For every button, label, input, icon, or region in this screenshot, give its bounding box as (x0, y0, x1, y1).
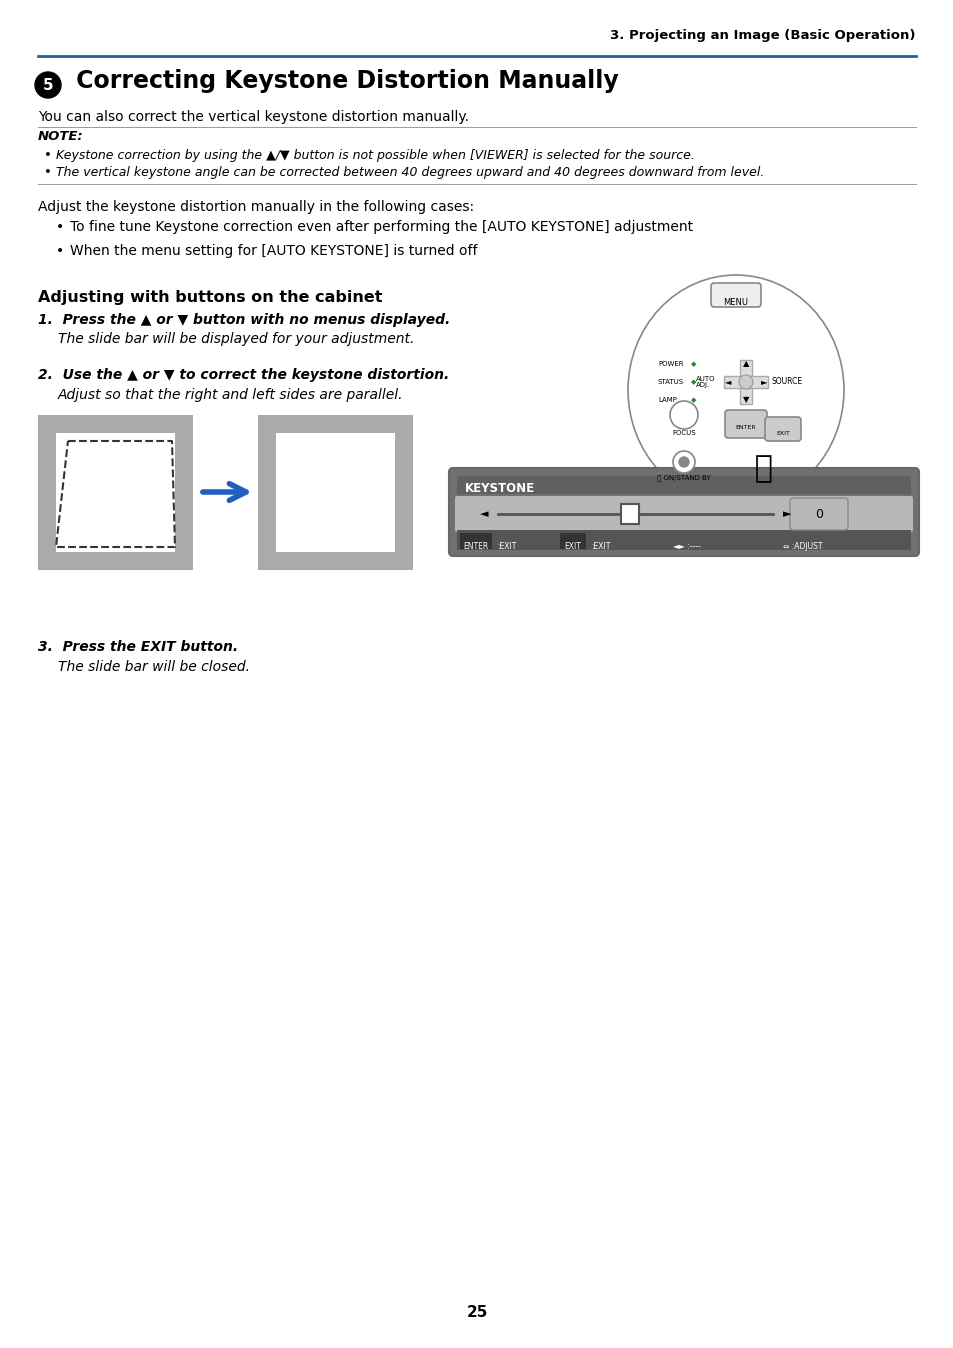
Text: When the menu setting for [AUTO KEYSTONE] is turned off: When the menu setting for [AUTO KEYSTONE… (70, 244, 477, 257)
Text: MENU: MENU (722, 298, 748, 307)
Bar (740, 360, 751, 404)
Circle shape (739, 375, 752, 390)
Bar (456, 476, 910, 493)
Text: ⇔ :ADJUST: ⇔ :ADJUST (782, 542, 821, 551)
Text: KEYSTONE: KEYSTONE (464, 483, 535, 495)
Text: ◄: ◄ (724, 377, 731, 387)
Circle shape (679, 457, 688, 466)
Text: 5: 5 (43, 77, 53, 93)
Text: :EXIT: :EXIT (590, 542, 610, 551)
Text: POWER: POWER (658, 361, 682, 367)
Text: The slide bar will be displayed for your adjustment.: The slide bar will be displayed for your… (58, 332, 414, 346)
Text: ►: ► (782, 510, 791, 519)
Text: 25: 25 (466, 1305, 487, 1320)
Text: ▼: ▼ (742, 395, 748, 404)
Text: FOCUS: FOCUS (672, 430, 695, 435)
Text: •: • (44, 150, 51, 162)
Text: ⏻ ON/STAND BY: ⏻ ON/STAND BY (657, 474, 710, 481)
Text: 👆: 👆 (751, 453, 769, 483)
Text: ◆: ◆ (690, 398, 696, 403)
Text: ◄► :----: ◄► :---- (672, 542, 700, 551)
Ellipse shape (672, 452, 695, 473)
FancyBboxPatch shape (724, 410, 766, 438)
Bar (620, 504, 639, 524)
Bar (456, 530, 910, 550)
Text: 0: 0 (814, 507, 822, 520)
Text: Adjusting with buttons on the cabinet: Adjusting with buttons on the cabinet (38, 290, 382, 305)
Bar (275, 433, 395, 551)
Text: Keystone correction by using the ▲/▼ button is not possible when [VIEWER] is sel: Keystone correction by using the ▲/▼ but… (56, 150, 694, 162)
Text: EXIT: EXIT (564, 542, 580, 551)
Text: SOURCE: SOURCE (771, 377, 802, 387)
FancyBboxPatch shape (455, 496, 912, 532)
Text: ◆: ◆ (690, 379, 696, 386)
Text: EXIT: EXIT (775, 431, 789, 435)
Text: 3.  Press the EXIT button.: 3. Press the EXIT button. (38, 640, 238, 654)
FancyBboxPatch shape (789, 497, 847, 530)
Text: Correcting Keystone Distortion Manually: Correcting Keystone Distortion Manually (68, 69, 618, 93)
Text: The vertical keystone angle can be corrected between 40 degrees upward and 40 de: The vertical keystone angle can be corre… (56, 166, 763, 179)
Text: Adjust the keystone distortion manually in the following cases:: Adjust the keystone distortion manually … (38, 200, 474, 214)
Text: 3. Projecting an Image (Basic Operation): 3. Projecting an Image (Basic Operation) (610, 30, 915, 42)
Text: ►: ► (760, 377, 766, 387)
Text: ◄: ◄ (479, 510, 488, 519)
Circle shape (35, 71, 61, 98)
Bar (56, 433, 174, 551)
Text: Adjust so that the right and left sides are parallel.: Adjust so that the right and left sides … (58, 388, 403, 402)
Text: ◆: ◆ (690, 361, 696, 367)
FancyBboxPatch shape (710, 283, 760, 307)
Text: To fine tune Keystone correction even after performing the [AUTO KEYSTONE] adjus: To fine tune Keystone correction even af… (70, 220, 693, 235)
Text: AUTO
ADJ.: AUTO ADJ. (696, 376, 715, 388)
Bar (38, 415, 193, 570)
FancyBboxPatch shape (559, 532, 585, 549)
Text: ▲: ▲ (742, 360, 748, 368)
Text: You can also correct the vertical keystone distortion manually.: You can also correct the vertical keysto… (38, 111, 469, 124)
Text: •: • (56, 244, 64, 257)
Text: :EXIT: :EXIT (497, 542, 516, 551)
Ellipse shape (627, 275, 843, 506)
Text: 1.  Press the ▲ or ▼ button with no menus displayed.: 1. Press the ▲ or ▼ button with no menus… (38, 313, 450, 328)
Text: •: • (44, 166, 51, 179)
Text: ENTER: ENTER (735, 425, 756, 430)
Bar (257, 415, 413, 570)
Text: 2.  Use the ▲ or ▼ to correct the keystone distortion.: 2. Use the ▲ or ▼ to correct the keyston… (38, 368, 449, 381)
Text: •: • (56, 220, 64, 235)
FancyBboxPatch shape (459, 532, 492, 549)
Bar (723, 376, 767, 388)
Text: NOTE:: NOTE: (38, 129, 84, 143)
FancyBboxPatch shape (449, 468, 918, 555)
Text: LAMP: LAMP (658, 398, 677, 403)
Text: The slide bar will be closed.: The slide bar will be closed. (58, 661, 250, 674)
Ellipse shape (669, 400, 698, 429)
FancyBboxPatch shape (764, 417, 801, 441)
Text: ENTER: ENTER (463, 542, 488, 551)
Text: STATUS: STATUS (658, 379, 683, 386)
